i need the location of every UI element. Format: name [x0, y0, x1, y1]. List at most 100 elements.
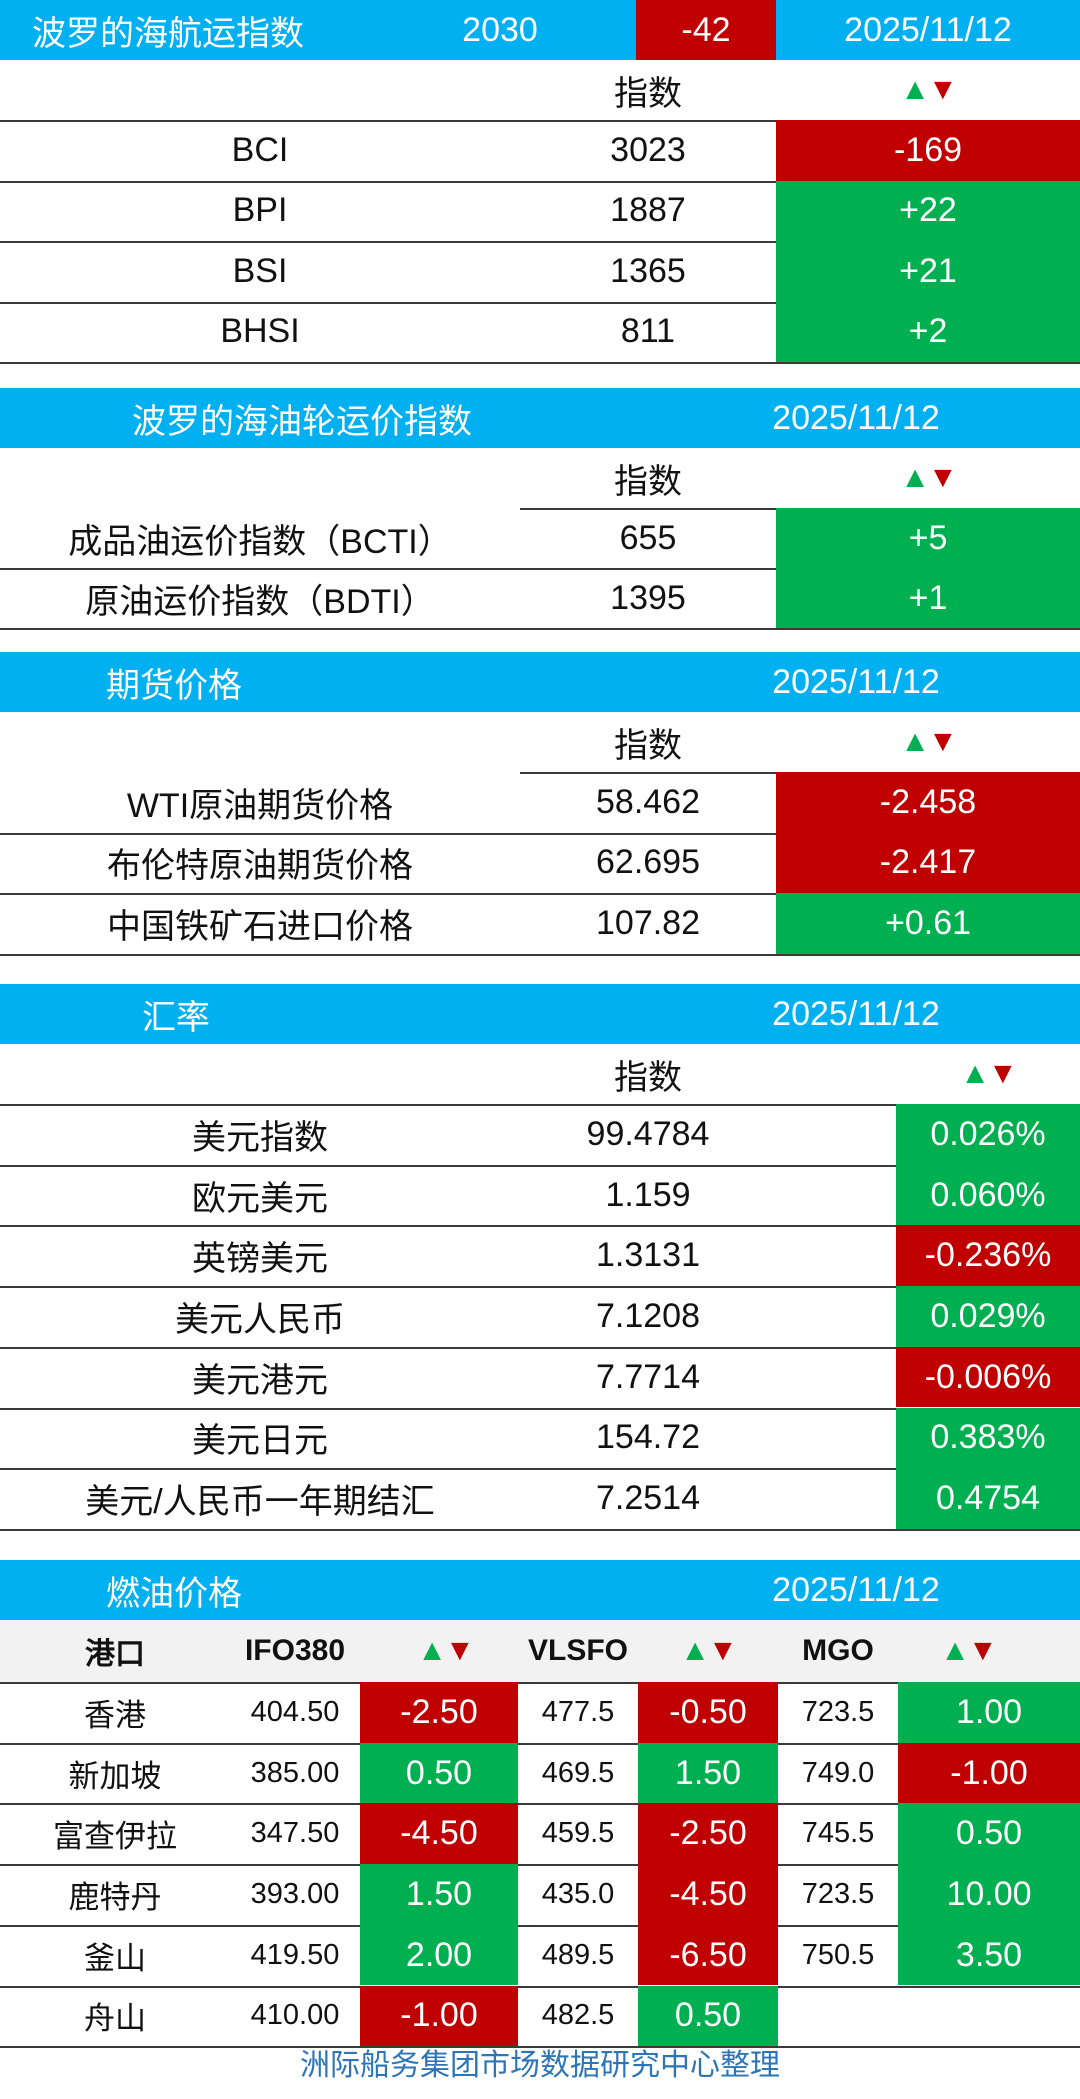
fx-row-value: 99.4784	[586, 1114, 710, 1153]
futures-row-value: 62.695	[596, 843, 700, 882]
fuel-header-vlsfo: VLSFO	[527, 1634, 628, 1667]
fuel-row-divider	[0, 1985, 1080, 1988]
futures-row-name: WTI原油期货价格	[126, 786, 394, 825]
baltic-title: 波罗的海航运指数	[32, 14, 304, 53]
futures-row-name: 布伦特原油期货价格	[107, 847, 413, 886]
futures-trend-icon: ▲ ▼	[900, 725, 957, 758]
fx-row-change: 0.383%	[896, 1407, 1080, 1469]
fuel-header-ifo380: IFO380	[244, 1634, 346, 1667]
fuel-row-vlsfo: 459.5	[541, 1817, 615, 1850]
footer-credit: 洲际船务集团市场数据研究中心整理	[300, 2049, 780, 2082]
vlsfo-trend-icon: ▲ ▼	[680, 1634, 737, 1667]
baltic-row-divider	[0, 120, 1080, 122]
tanker-row-divider	[0, 568, 1080, 570]
fuel-row-ifo380-change: -4.50	[360, 1803, 518, 1865]
futures-row-name: 中国铁矿石进口价格	[107, 907, 413, 946]
baltic-row-change: +2	[776, 301, 1080, 362]
tanker-col-header: 指数	[614, 462, 682, 501]
futures-date: 2025/11/12	[772, 662, 940, 701]
futures-row-value: 107.82	[596, 903, 700, 942]
fuel-row-divider	[0, 1742, 1080, 1745]
ifo-trend-icon: ▲ ▼	[417, 1634, 474, 1667]
tanker-row-name: 原油运价指数（BDTI）	[85, 582, 435, 621]
fuel-row-vlsfo-change: 1.50	[638, 1742, 778, 1804]
fuel-row-mgo-change	[898, 1986, 1080, 2047]
fx-row-name: 美元港元	[192, 1361, 328, 1400]
fx-row-name: 英镑美元	[192, 1240, 328, 1279]
baltic-row-name: BPI	[232, 191, 288, 230]
tanker-row-divider	[0, 628, 1080, 630]
futures-row-change: +0.61	[776, 893, 1080, 954]
fx-row-value: 1.159	[605, 1175, 691, 1214]
fuel-date: 2025/11/12	[772, 1570, 940, 1609]
fuel-row-vlsfo-change: -6.50	[638, 1924, 778, 1986]
fx-title: 汇率	[142, 998, 210, 1037]
futures-row-change: -2.458	[776, 772, 1080, 833]
baltic-row-value: 3023	[610, 130, 686, 169]
baltic-composite-change: -42	[636, 0, 776, 60]
tanker-date: 2025/11/12	[772, 398, 940, 437]
fuel-row-ifo380: 393.00	[250, 1877, 340, 1910]
fx-row-change: -0.236%	[896, 1225, 1080, 1287]
baltic-row-value: 1887	[610, 191, 686, 230]
fx-date: 2025/11/12	[772, 994, 940, 1033]
futures-row-divider	[0, 953, 1080, 956]
fx-row-value: 154.72	[596, 1418, 700, 1457]
fuel-row-vlsfo: 469.5	[541, 1756, 615, 1789]
fuel-row-divider	[0, 2046, 1080, 2049]
fx-trend-icon: ▲ ▼	[960, 1057, 1017, 1090]
tanker-row-change: +1	[776, 568, 1080, 628]
fuel-row-vlsfo: 477.5	[541, 1695, 615, 1728]
fuel-row-ifo380: 419.50	[250, 1938, 340, 1971]
baltic-row-value: 811	[620, 312, 676, 351]
baltic-col-header: 指数	[614, 74, 682, 113]
fuel-row-divider	[0, 1924, 1080, 1927]
tanker-row-change: +5	[776, 508, 1080, 568]
baltic-row-change: +21	[776, 241, 1080, 302]
fuel-header-bar: 燃油价格 2025/11/12	[0, 1560, 1080, 1620]
fuel-row-port: 舟山	[84, 2001, 146, 2037]
futures-row-value: 58.462	[596, 782, 700, 821]
tanker-title: 波罗的海油轮运价指数	[132, 402, 472, 441]
fuel-row-mgo: 749.0	[801, 1756, 875, 1789]
fuel-row-mgo-change: 3.50	[898, 1924, 1080, 1986]
fx-row-name: 欧元美元	[192, 1179, 328, 1218]
futures-row-divider	[0, 832, 1080, 835]
fuel-row-vlsfo-change: -4.50	[638, 1864, 778, 1925]
fuel-row-mgo	[778, 1986, 898, 2047]
fx-row-divider	[0, 1528, 1080, 1531]
fx-row-divider	[0, 1104, 1080, 1106]
fuel-row-port: 新加坡	[68, 1758, 162, 1794]
fx-row-divider	[0, 1164, 1080, 1167]
fuel-row-mgo-change: -1.00	[898, 1742, 1080, 1804]
fx-row-change: 0.026%	[896, 1104, 1080, 1165]
baltic-row-change: +22	[776, 180, 1080, 241]
fuel-row-divider	[0, 1682, 1080, 1684]
baltic-row-divider	[0, 301, 1080, 304]
tanker-row-value: 1395	[610, 578, 686, 617]
fuel-row-ifo380: 404.50	[250, 1695, 340, 1728]
fx-row-name: 美元/人民币一年期结汇	[85, 1483, 435, 1522]
fuel-row-mgo: 723.5	[801, 1695, 875, 1728]
fuel-row-ifo380-change: 1.50	[360, 1864, 518, 1925]
fx-row-value: 7.1208	[596, 1296, 700, 1335]
futures-title: 期货价格	[106, 666, 242, 705]
fuel-row-divider	[0, 1864, 1080, 1867]
fuel-header-port: 港口	[85, 1638, 145, 1671]
futures-row-divider	[0, 893, 1080, 895]
fuel-row-vlsfo: 435.0	[541, 1877, 615, 1910]
fuel-row-ifo380-change: 2.00	[360, 1924, 518, 1986]
fuel-row-mgo: 723.5	[801, 1877, 875, 1910]
baltic-composite-value: 2030	[462, 10, 538, 49]
fuel-row-port: 富查伊拉	[53, 1819, 177, 1855]
fuel-row-mgo-change: 10.00	[898, 1864, 1080, 1925]
baltic-row-name: BHSI	[220, 312, 300, 351]
fuel-row-mgo-change: 0.50	[898, 1803, 1080, 1865]
fx-row-value: 1.3131	[596, 1236, 700, 1275]
fx-row-divider	[0, 1407, 1080, 1410]
fuel-row-ifo380-change: 0.50	[360, 1742, 518, 1804]
fx-row-divider	[0, 1225, 1080, 1228]
baltic-header-bar: 波罗的海航运指数 2030 -42 2025/11/12	[0, 0, 1080, 60]
fuel-row-mgo: 745.5	[801, 1817, 875, 1850]
baltic-row-value: 1365	[610, 251, 686, 290]
